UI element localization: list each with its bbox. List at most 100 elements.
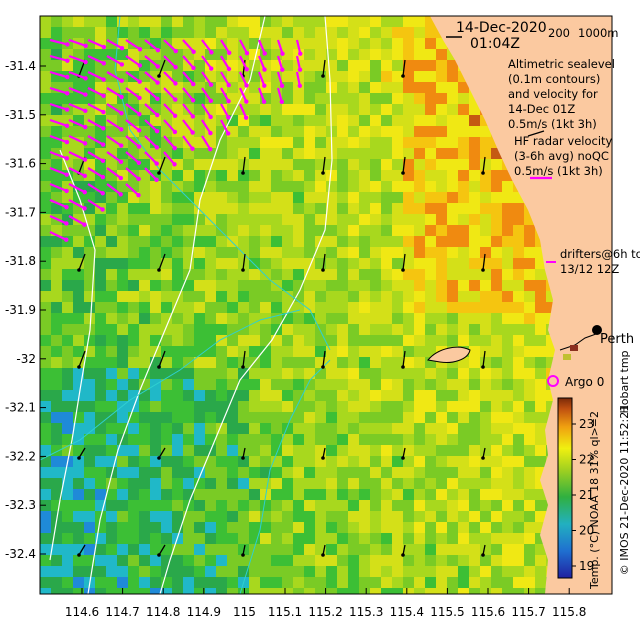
sst-pixel — [392, 577, 404, 589]
sst-pixel — [359, 258, 371, 270]
sst-pixel — [271, 126, 283, 138]
sst-pixel — [392, 379, 404, 391]
sst-pixel — [304, 269, 316, 281]
hf-radar-arrow-head — [119, 78, 124, 83]
sst-pixel — [161, 467, 173, 479]
sst-pixel — [381, 214, 393, 226]
sst-pixel — [282, 467, 294, 479]
sst-pixel — [271, 555, 283, 567]
sst-pixel — [51, 357, 63, 369]
sst-pixel — [172, 27, 184, 39]
sst-pixel — [183, 71, 195, 83]
hf-radar-arrow-head — [190, 130, 195, 135]
sst-pixel — [304, 192, 316, 204]
hf-radar-arrow-head — [243, 115, 249, 120]
sst-pixel — [172, 203, 184, 215]
sst-pixel — [282, 214, 294, 226]
altimetry-arrow — [322, 156, 326, 174]
sst-pixel — [513, 478, 525, 490]
sst-pixel — [480, 533, 492, 545]
sst-pixel — [502, 522, 514, 534]
sst-pixel — [40, 225, 52, 237]
hf-radar-arrow-head — [154, 161, 159, 166]
lat-tick-label: -31.6 — [5, 157, 36, 171]
sst-pixel — [524, 302, 536, 314]
sst-pixel — [535, 335, 547, 347]
sst-pixel — [51, 313, 63, 325]
sst-pixel — [370, 291, 382, 303]
sst-pixel — [150, 115, 162, 127]
sst-pixel — [469, 192, 481, 204]
hf-radar-arrow — [182, 71, 195, 85]
sst-pixel — [469, 522, 481, 534]
sst-pixel — [106, 225, 118, 237]
sst-pixel — [51, 71, 63, 83]
sst-pixel — [73, 159, 85, 171]
hf-radar-arrow-head — [101, 44, 107, 50]
sst-pixel — [392, 170, 404, 182]
sst-pixel — [150, 478, 162, 490]
sst-pixel — [326, 27, 338, 39]
hf-radar-arrow — [106, 87, 123, 98]
sst-pixel — [271, 159, 283, 171]
sst-pixel — [326, 368, 338, 380]
lon-tick-label: 115.1 — [268, 605, 302, 619]
sst-pixel — [480, 148, 492, 160]
sst-pixel — [282, 104, 294, 116]
sst-pixel — [524, 368, 536, 380]
sst-pixel — [62, 258, 74, 270]
hf-radar-arrow-head — [190, 98, 196, 103]
sst-pixel — [469, 247, 481, 259]
sst-pixel — [304, 401, 316, 413]
hf-radar-arrow-head — [64, 123, 70, 129]
hf-radar-arrow — [182, 135, 194, 150]
sst-pixel — [359, 126, 371, 138]
sst-pixel — [40, 346, 52, 358]
sst-pixel — [348, 302, 360, 314]
sst-pixel — [491, 445, 503, 457]
argo-label: Argo 0 — [565, 375, 604, 389]
sst-pixel — [491, 423, 503, 435]
sst-pixel — [414, 390, 426, 402]
sst-pixel — [106, 192, 118, 204]
sst-pixel — [480, 489, 492, 501]
sst-pixel — [293, 159, 305, 171]
sst-pixel — [282, 445, 294, 457]
sst-pixel — [524, 335, 536, 347]
sst-pixel — [381, 335, 393, 347]
sst-pixel — [392, 258, 404, 270]
sst-pixel — [139, 93, 151, 105]
lon-tick-label: 115.2 — [308, 605, 342, 619]
hf-radar-arrow — [87, 199, 104, 211]
sst-pixel — [238, 379, 250, 391]
sst-pixel — [249, 456, 261, 468]
sst-pixel — [84, 544, 96, 556]
sst-pixel — [502, 500, 514, 512]
sst-pixel — [524, 478, 536, 490]
hf-radar-arrow — [295, 39, 302, 54]
sst-pixel — [480, 544, 492, 556]
sst-pixel — [95, 49, 107, 61]
sst-pixel — [480, 357, 492, 369]
sst-pixel — [62, 346, 74, 358]
sst-pixel — [183, 566, 195, 578]
sst-pixel — [337, 401, 349, 413]
sst-pixel — [447, 577, 459, 589]
sst-pixel — [370, 401, 382, 413]
sst-pixel — [370, 577, 382, 589]
lon-tick-label: 115.7 — [511, 605, 545, 619]
altimetry-arrow-head — [157, 171, 161, 175]
sst-pixel — [403, 269, 415, 281]
sst-pixel — [359, 445, 371, 457]
hf-radar-arrow-head — [119, 46, 125, 51]
sst-pixel — [524, 489, 536, 501]
sst-pixel — [425, 137, 437, 149]
sst-pixel — [524, 280, 536, 292]
sst-pixel — [425, 478, 437, 490]
sst-pixel — [51, 302, 63, 314]
sst-pixel — [458, 93, 470, 105]
sst-pixel — [359, 16, 371, 28]
sst-pixel — [293, 467, 305, 479]
sst-pixel — [348, 71, 360, 83]
sst-pixel — [150, 137, 162, 149]
